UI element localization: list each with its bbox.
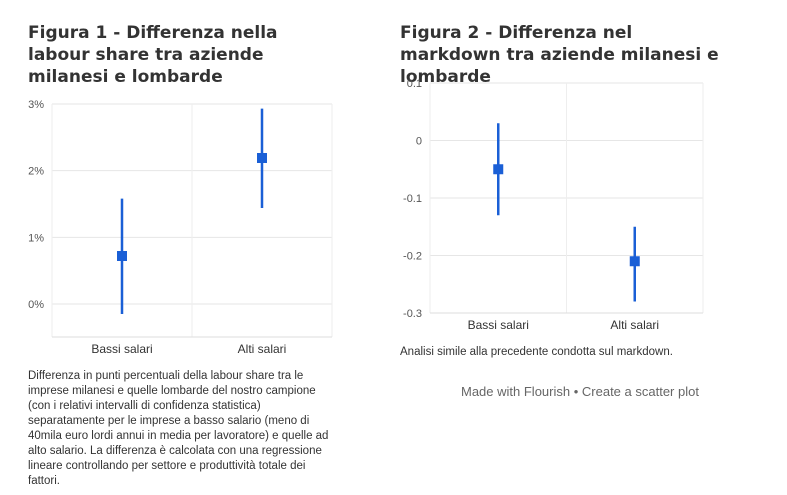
chart-2-ytick-label: 0 xyxy=(416,136,422,148)
create-scatter-plot-link[interactable]: Create a scatter plot xyxy=(581,384,699,399)
chart-1-ytick-label: 2% xyxy=(28,166,44,178)
chart-2-ytick-label: -0.2 xyxy=(403,251,422,263)
chart-2-caption: Analisi simile alla precedente condotta … xyxy=(400,346,673,358)
chart-1-title: Figura 1 - Differenza nella labour share… xyxy=(28,23,278,87)
chart-1-ytick-label: 0% xyxy=(28,299,44,311)
made-with-flourish-link[interactable]: Made with Flourish xyxy=(461,384,571,399)
chart-2-title: Figura 2 - Differenza nel markdown tra a… xyxy=(400,23,719,87)
chart-2-ytick-label: 0.1 xyxy=(407,78,422,90)
chart-2-data-point xyxy=(629,256,640,267)
chart-2-plot: 0.1 0 -0.1 -0.2 -0.3 Bassi salari Alti salari xyxy=(403,78,704,332)
chart-1-ytick-label: 3% xyxy=(28,99,44,111)
chart-panel-2: Figura 2 - Differenza nel markdown tra a… xyxy=(370,0,787,495)
chart-2-ytick-label: -0.1 xyxy=(403,193,422,205)
chart-2-category-label: Bassi salari xyxy=(468,318,529,332)
chart-1-category-label: Alti salari xyxy=(238,342,287,356)
chart-1-data-point xyxy=(117,251,127,261)
chart-1-caption: Differenza in punti percentuali della la… xyxy=(28,370,329,487)
chart-panel-1: Figura 1 - Differenza nella labour share… xyxy=(0,0,360,495)
chart-2-data-point xyxy=(493,164,504,175)
chart-1-data-point xyxy=(257,153,267,163)
flourish-credit: Made with Flourish • Create a scatter pl… xyxy=(461,384,699,399)
chart-2-ytick-label: -0.3 xyxy=(403,308,422,320)
chart-1-category-label: Bassi salari xyxy=(91,342,152,356)
chart-1-ytick-label: 1% xyxy=(28,232,44,244)
chart-2-category-label: Alti salari xyxy=(610,318,659,332)
chart-1-plot: 0% 1% 2% 3% Bassi salari Alti salari xyxy=(28,99,333,356)
credit-separator: • xyxy=(570,384,582,399)
